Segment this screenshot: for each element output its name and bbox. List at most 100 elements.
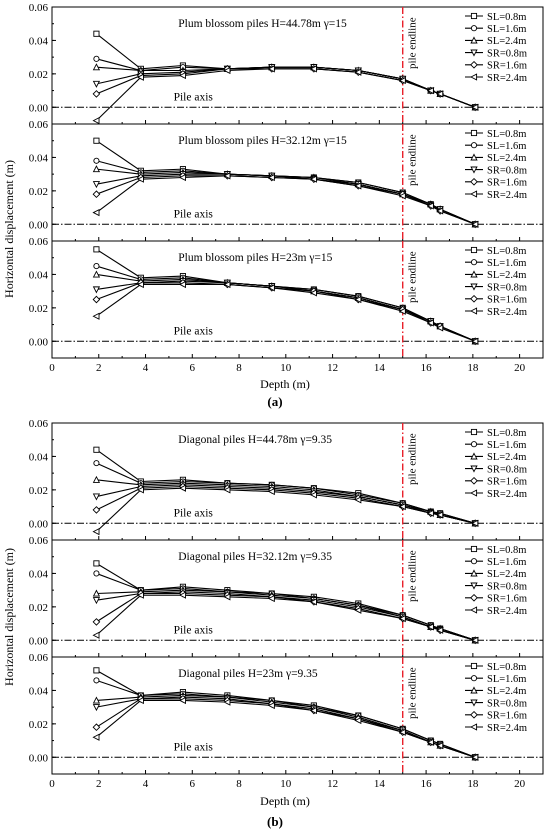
legend-label: SR=1.6m (487, 594, 527, 605)
series-1 (93, 560, 479, 644)
legend-marker (470, 246, 478, 254)
legend-label: SL=0.8m (487, 545, 526, 556)
data-point (398, 728, 406, 736)
y-tick-label: 0.06 (29, 236, 49, 248)
data-point (92, 190, 101, 199)
chart-panel-6: 0.00 0.02 0.04 0.06 0 2 4 6 8 10 12 14 16 18 20 pile en… (29, 652, 544, 790)
pile-endline-label: pile endline (407, 667, 419, 719)
legend-label: SL=1.6m (487, 258, 526, 269)
legend-label: SR=0.8m (487, 282, 527, 293)
legend-marker (470, 593, 478, 602)
legend-marker (470, 307, 478, 315)
data-point (178, 696, 186, 705)
data-point (471, 220, 479, 228)
legend-marker (470, 452, 478, 460)
legend-marker (470, 190, 478, 198)
pile-axis-label: Pile axis (174, 741, 214, 753)
data-point (92, 528, 100, 536)
legend-marker (470, 489, 478, 497)
data-point (92, 270, 101, 278)
data-point (93, 446, 100, 453)
data-point (223, 66, 231, 75)
legend-label: SR=2.4m (487, 489, 527, 500)
legend-label: SL=0.8m (487, 428, 526, 439)
data-point (93, 137, 100, 144)
chart-panel-4: 0.00 0.02 0.04 0.06 pile endline Diagonal pil… (29, 418, 544, 541)
chart-panel-2: 0.00 0.02 0.04 0.06 pile endline Plum blossom… (29, 119, 544, 242)
chart-title: Diagonal piles H=32.12m γ=9.35 (178, 551, 332, 563)
data-point (267, 284, 275, 292)
data-point (92, 286, 101, 294)
x-tick-label: 14 (374, 778, 386, 790)
legend-marker (470, 294, 478, 303)
legend-marker (470, 686, 478, 694)
data-point (223, 698, 231, 706)
x-tick-label: 4 (143, 778, 149, 790)
data-point (178, 173, 186, 182)
x-tick-label: 10 (280, 362, 292, 374)
legend-marker (470, 606, 478, 614)
data-point (92, 493, 101, 501)
series-6 (92, 591, 479, 644)
data-point (436, 324, 444, 332)
series-5 (92, 589, 480, 645)
y-tick-label: 0.00 (29, 518, 49, 530)
series-2 (93, 263, 479, 345)
data-point (178, 280, 186, 289)
series-6 (92, 696, 479, 761)
data-point (398, 76, 406, 85)
legend-marker (470, 545, 478, 553)
legend-label: SL=0.8m (487, 129, 526, 140)
data-point (92, 597, 101, 605)
y-tick-label: 0.00 (29, 635, 49, 647)
data-point (136, 696, 144, 705)
legend-label: SL=2.4m (487, 452, 526, 463)
data-point (136, 73, 144, 81)
legend-marker (470, 723, 478, 731)
data-point (92, 723, 101, 732)
series-2 (93, 157, 479, 228)
legend-label: SR=0.8m (487, 581, 527, 592)
data-point (93, 667, 100, 674)
y-tick-label: 0.02 (29, 485, 48, 497)
pile-endline-label: pile endline (407, 251, 419, 303)
series-line (96, 485, 476, 524)
data-point (398, 307, 406, 315)
x-tick-label: 4 (143, 362, 149, 374)
series-line (96, 68, 476, 122)
data-point (93, 677, 100, 684)
data-point (223, 172, 231, 180)
pile-axis-label: Pile axis (174, 507, 214, 519)
y-tick-label: 0.00 (29, 219, 49, 231)
legend-marker (470, 60, 478, 69)
data-point (267, 65, 275, 73)
y-tick-label: 0.02 (29, 602, 48, 614)
data-point (92, 208, 100, 217)
x-tick-label: 8 (236, 362, 242, 374)
legend-label: SL=2.4m (487, 36, 526, 47)
legend-label: SR=0.8m (487, 48, 527, 59)
data-point (267, 487, 275, 496)
y-tick-label: 0.02 (29, 186, 48, 198)
y-tick-label: 0.06 (29, 535, 49, 547)
legend-label: SR=2.4m (487, 190, 527, 201)
data-point (354, 68, 362, 76)
legend-label: SR=2.4m (487, 723, 527, 734)
y-tick-label: 0.04 (29, 269, 49, 281)
data-point (92, 618, 101, 626)
data-point (136, 175, 144, 183)
data-point (426, 509, 434, 517)
data-point (92, 506, 101, 514)
data-point (267, 701, 275, 710)
legend-label: SL=2.4m (487, 153, 526, 164)
y-tick-label: 0.02 (29, 303, 48, 315)
series-1 (93, 137, 479, 228)
y-tick-label: 0.04 (29, 35, 49, 47)
data-point (93, 263, 100, 270)
data-point (471, 337, 479, 345)
